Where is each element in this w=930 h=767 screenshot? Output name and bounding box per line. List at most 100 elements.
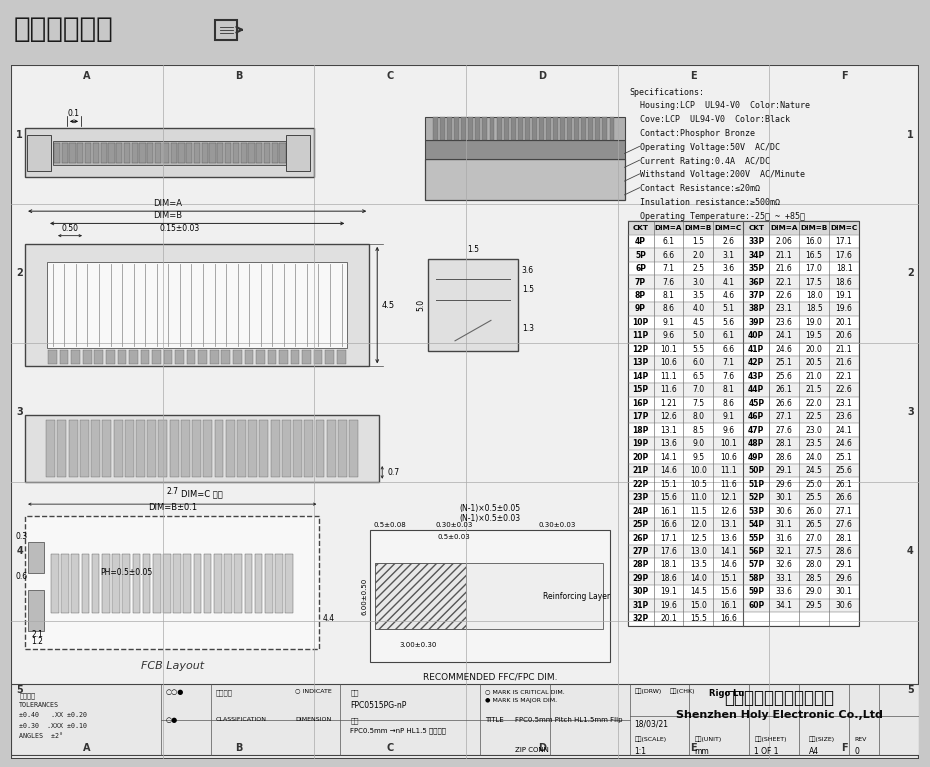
Text: PH=0.5±0.05: PH=0.5±0.05 <box>100 568 153 577</box>
Text: 24.6: 24.6 <box>835 439 853 448</box>
Bar <box>233 350 242 364</box>
Text: DIM=B±0.1: DIM=B±0.1 <box>148 503 197 512</box>
Bar <box>113 420 123 476</box>
Bar <box>609 117 615 140</box>
Bar <box>574 117 579 140</box>
Bar <box>525 117 530 140</box>
Text: 53P: 53P <box>749 506 764 515</box>
Bar <box>628 532 859 545</box>
Text: 深圳市宏利电子有限公司: 深圳市宏利电子有限公司 <box>724 689 834 707</box>
Text: E: E <box>690 71 697 81</box>
Bar <box>589 117 593 140</box>
Bar <box>140 350 149 364</box>
Bar <box>140 143 146 163</box>
Text: 25.1: 25.1 <box>776 358 792 367</box>
Text: 32.6: 32.6 <box>776 561 792 569</box>
Bar <box>11 684 919 755</box>
Bar <box>293 420 302 476</box>
Text: DIM=A: DIM=A <box>770 225 798 231</box>
Text: A: A <box>83 743 91 753</box>
Text: 49P: 49P <box>748 453 764 462</box>
Bar <box>234 554 242 614</box>
Text: Reinforcing Layer: Reinforcing Layer <box>542 591 610 601</box>
Bar <box>264 143 270 163</box>
Text: F: F <box>841 71 847 81</box>
Text: 28.6: 28.6 <box>776 453 792 462</box>
Text: 3: 3 <box>907 407 914 417</box>
Text: C: C <box>387 71 393 81</box>
Bar <box>433 117 438 140</box>
Text: 6.00±0.50: 6.00±0.50 <box>361 578 367 614</box>
Text: 29.5: 29.5 <box>805 601 822 610</box>
Bar <box>58 420 66 476</box>
Text: 8.1: 8.1 <box>723 385 735 394</box>
Text: 20.5: 20.5 <box>805 358 822 367</box>
Text: 13.5: 13.5 <box>690 561 707 569</box>
Text: 37P: 37P <box>748 291 764 300</box>
Text: 15.1: 15.1 <box>660 479 677 489</box>
Text: REV: REV <box>854 737 867 742</box>
Text: 27.1: 27.1 <box>776 412 792 421</box>
Text: 19.1: 19.1 <box>836 291 853 300</box>
Text: 29.1: 29.1 <box>836 561 853 569</box>
Bar <box>169 420 179 476</box>
Text: 56P: 56P <box>749 547 764 556</box>
Bar <box>106 350 114 364</box>
Text: 5.0: 5.0 <box>692 331 704 341</box>
Text: 18P: 18P <box>632 426 649 435</box>
Bar <box>475 117 481 140</box>
Bar <box>69 420 77 476</box>
Text: 23.1: 23.1 <box>836 399 853 408</box>
Text: FCB Layout: FCB Layout <box>140 661 204 671</box>
Bar <box>221 350 230 364</box>
Text: 13.6: 13.6 <box>720 534 737 542</box>
Text: 检验方式: 检验方式 <box>216 689 232 696</box>
Text: 0.15±0.03: 0.15±0.03 <box>160 224 200 232</box>
Text: 2: 2 <box>907 268 914 278</box>
Text: 31.6: 31.6 <box>776 534 792 542</box>
Text: ○ MARK IS CRITICAL DIM.: ○ MARK IS CRITICAL DIM. <box>485 689 565 694</box>
Text: 29.0: 29.0 <box>805 588 822 597</box>
Bar <box>628 410 859 423</box>
Text: 10.6: 10.6 <box>720 453 737 462</box>
Text: 5.1: 5.1 <box>723 304 735 314</box>
Text: 46P: 46P <box>748 412 764 421</box>
Bar <box>628 370 859 383</box>
Text: 21.5: 21.5 <box>805 385 822 394</box>
Text: 3: 3 <box>16 407 23 417</box>
Bar <box>546 117 551 140</box>
Text: 19P: 19P <box>632 439 649 448</box>
Text: 11.5: 11.5 <box>690 506 707 515</box>
Text: 22P: 22P <box>632 479 649 489</box>
Text: 11.1: 11.1 <box>660 372 677 381</box>
Bar <box>628 491 859 505</box>
Bar <box>291 350 299 364</box>
Text: 17.5: 17.5 <box>805 278 822 287</box>
Text: DIM=B: DIM=B <box>801 225 828 231</box>
Text: 7P: 7P <box>635 278 646 287</box>
Text: 16.1: 16.1 <box>660 506 677 515</box>
Bar <box>581 117 586 140</box>
Bar <box>539 117 544 140</box>
Bar <box>628 343 859 356</box>
Text: 10.5: 10.5 <box>690 479 707 489</box>
Bar <box>259 420 269 476</box>
Text: DIM=B: DIM=B <box>153 212 182 220</box>
Bar <box>603 117 607 140</box>
Bar <box>28 590 44 630</box>
Bar <box>27 135 51 171</box>
Bar <box>256 350 265 364</box>
Bar <box>102 554 110 614</box>
Bar <box>628 235 859 249</box>
Text: B: B <box>235 743 243 753</box>
Text: 50P: 50P <box>749 466 764 475</box>
Text: 11.6: 11.6 <box>660 385 677 394</box>
Bar <box>51 554 59 614</box>
Text: 11.6: 11.6 <box>720 479 737 489</box>
Text: 58P: 58P <box>748 574 764 583</box>
Bar <box>326 420 336 476</box>
Text: 27.1: 27.1 <box>836 506 853 515</box>
Bar <box>147 420 156 476</box>
Text: 7.0: 7.0 <box>692 385 704 394</box>
Text: 22.1: 22.1 <box>776 278 792 287</box>
